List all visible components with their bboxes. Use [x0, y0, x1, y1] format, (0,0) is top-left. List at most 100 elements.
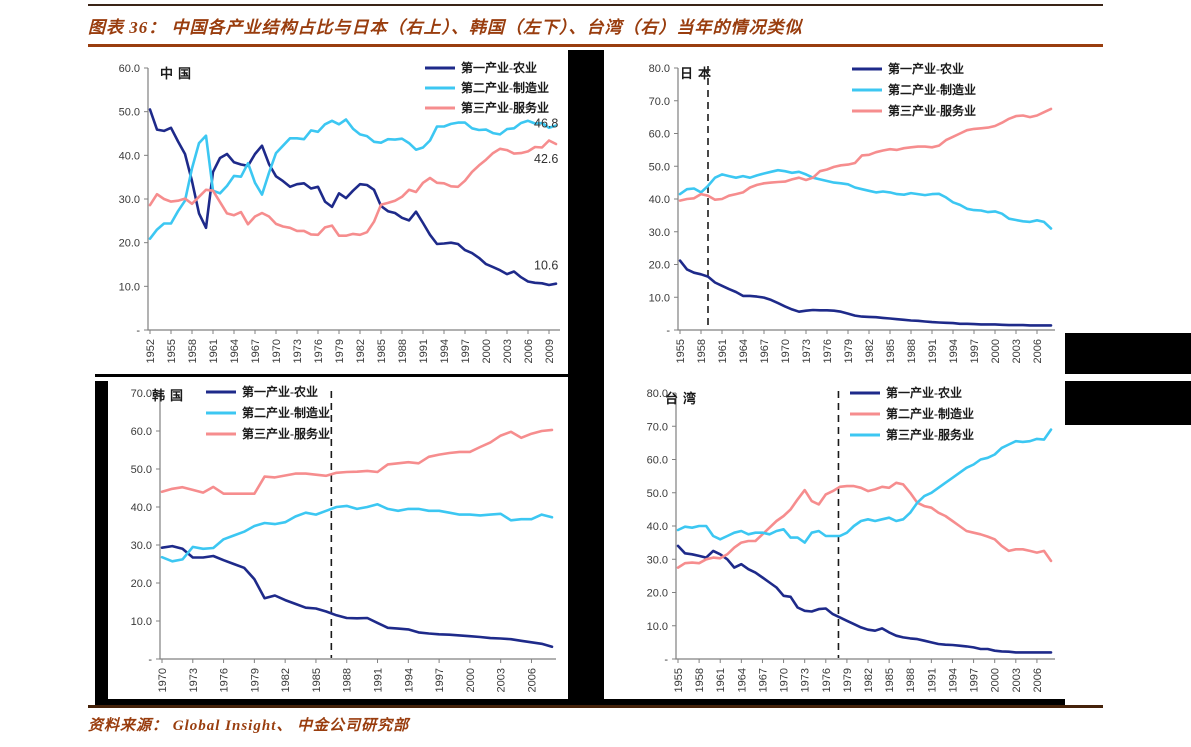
x-tick-label: 1976 [219, 668, 231, 692]
right-black-block-top [1065, 333, 1191, 374]
x-tick-label: 1964 [229, 339, 241, 363]
legend-label: 第一产业-农业 [461, 60, 537, 75]
legend-label: 第二产业-制造业 [888, 82, 976, 97]
x-tick-label: 2003 [1011, 339, 1023, 363]
axes [675, 393, 1055, 660]
series-line-第二产业-制造业 [160, 503, 554, 563]
x-tick-label: 1958 [694, 668, 706, 692]
x-tick-label: 1997 [969, 668, 981, 692]
x-tick-label: 1994 [439, 339, 451, 363]
x-tick-label: 1994 [948, 339, 960, 363]
x-tick-label: 1967 [757, 668, 769, 692]
x-tick-label: 1997 [434, 668, 446, 692]
legend-label: 第三产业-服务业 [886, 427, 974, 442]
x-tick-label: 1979 [334, 339, 346, 363]
x-tick-label: 1997 [460, 339, 472, 363]
x-tick-label: 1982 [280, 668, 292, 692]
taiwan-chart-panel: - 10.0 20.0 30.0 40.0 50.0 60.0 70.0 80.0 1955 195… [604, 381, 1065, 699]
x-tick-label: 1958 [187, 339, 199, 363]
x-tick-label: 1991 [927, 339, 939, 363]
x-tick-label: 1991 [926, 668, 938, 692]
y-tick-label: 10.0 [649, 292, 670, 304]
series-line-第三产业-服务业 [160, 428, 554, 495]
x-tick-label: 1973 [801, 339, 813, 363]
x-tick-label: 1985 [885, 339, 897, 363]
y-tick-label: 10.0 [119, 281, 140, 293]
taiwan-panel-title: 台湾 [665, 391, 701, 406]
x-tick-label: 1979 [842, 668, 854, 692]
x-tick-label: 1988 [342, 668, 354, 692]
x-tick-label: 1997 [969, 339, 981, 363]
legend-label: 第三产业-服务业 [461, 100, 549, 115]
y-tick-label: 70.0 [647, 421, 668, 433]
y-tick-label: 30.0 [131, 540, 152, 552]
row-divider-line [95, 374, 568, 377]
y-tick-label: 60.0 [649, 129, 670, 141]
x-tick-label: 1988 [397, 339, 409, 363]
source-rule [88, 705, 1103, 708]
y-tick-label: 40.0 [131, 502, 152, 514]
y-tick-label: 20.0 [649, 260, 670, 272]
x-tick-label: 1988 [906, 339, 918, 363]
y-tick-label: 40.0 [647, 521, 668, 533]
source-text: 资料来源： Global Insight、 中金公司研究部 [88, 718, 410, 734]
x-tick-label: 1991 [418, 339, 430, 363]
x-tick-label: 1982 [864, 339, 876, 363]
x-tick-label: 1961 [715, 668, 727, 692]
x-tick-label: 1970 [271, 339, 283, 363]
china-panel-title: 中国 [160, 66, 196, 81]
japan-chart-panel: - 10.0 20.0 30.0 40.0 50.0 60.0 70.0 80.0 1955 195… [604, 56, 1065, 375]
legend-label: 第二产业-制造业 [242, 405, 330, 420]
x-tick-label: 2000 [990, 668, 1002, 692]
x-tick-label: 1982 [863, 668, 875, 692]
korea-left-border [95, 381, 108, 699]
x-tick-label: 2006 [526, 668, 538, 692]
y-tick-label: 40.0 [119, 150, 140, 162]
x-tick-label: 1961 [208, 339, 220, 363]
y-tick-label: 50.0 [131, 464, 152, 476]
x-tick-label: 1970 [780, 339, 792, 363]
x-tick-label: 1952 [145, 339, 157, 363]
y-tick-label: 50.0 [119, 107, 140, 119]
legend-label: 第一产业-农业 [242, 384, 318, 399]
x-tick-label: 1961 [717, 339, 729, 363]
y-tick-label: 20.0 [119, 238, 140, 250]
series-line-第二产业-制造业 [678, 168, 1053, 230]
series-line-第二产业-制造业 [676, 481, 1053, 569]
x-tick-label: 1967 [759, 339, 771, 363]
korea-chart-panel: - 10.0 20.0 30.0 40.0 50.0 60.0 70.0 1970 1973 197… [108, 381, 568, 699]
x-tick-label: 1976 [313, 339, 325, 363]
y-tick-label: 70.0 [649, 96, 670, 108]
x-tick-label: 1976 [821, 668, 833, 692]
taiwan-chart-svg: - 10.0 20.0 30.0 40.0 50.0 60.0 70.0 80.0 1955 195… [647, 385, 1055, 692]
series-line-第一产业-农业 [148, 108, 558, 287]
x-tick-label: 2006 [1032, 668, 1044, 692]
y-tick-label: - [664, 654, 668, 666]
x-tick-label: 1955 [166, 339, 178, 363]
y-tick-label: - [136, 325, 140, 337]
x-tick-label: 2000 [481, 339, 493, 363]
y-tick-label: 60.0 [119, 63, 140, 75]
top-rule [88, 4, 1103, 6]
series-line-第三产业-服务业 [148, 139, 558, 237]
x-tick-label: 1985 [311, 668, 323, 692]
y-tick-label: 60.0 [647, 455, 668, 467]
x-tick-label: 2000 [990, 339, 1002, 363]
y-tick-label: 30.0 [119, 194, 140, 206]
japan-panel-title: 日本 [680, 66, 716, 81]
x-tick-label: 1991 [373, 668, 385, 692]
korea-chart-svg: - 10.0 20.0 30.0 40.0 50.0 60.0 70.0 1970 1973 197… [131, 384, 556, 692]
y-tick-label: 70.0 [131, 388, 152, 400]
y-tick-label: 80.0 [649, 63, 670, 75]
x-tick-label: 1994 [947, 668, 959, 692]
y-tick-label: 80.0 [647, 388, 668, 400]
y-tick-label: 20.0 [647, 588, 668, 600]
x-tick-label: 1970 [157, 668, 169, 692]
bottom-border-strip [95, 699, 1065, 705]
x-tick-label: 1979 [843, 339, 855, 363]
y-tick-label: 50.0 [649, 161, 670, 173]
figure-title: 图表 36： 中国各产业结构占比与日本（右上）、韩国（左下）、台湾（右）当年的情… [88, 18, 803, 37]
x-tick-label: 1973 [188, 668, 200, 692]
japan-chart-svg: - 10.0 20.0 30.0 40.0 50.0 60.0 70.0 80.0 1955 195… [649, 61, 1055, 363]
x-tick-label: 2006 [1032, 339, 1044, 363]
